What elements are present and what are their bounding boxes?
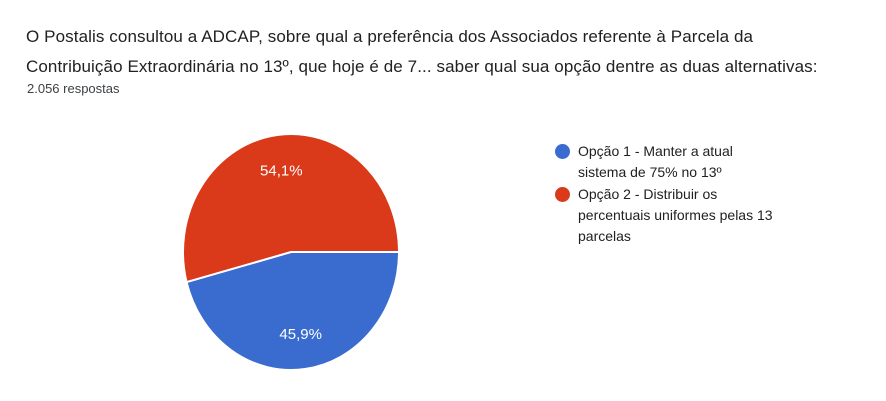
legend-swatch-opcao-2-icon [555,187,570,202]
question-title-line-1: O Postalis consultou a ADCAP, sobre qual… [26,27,754,46]
legend-label-line: Opção 1 - Manter a atual [578,143,733,159]
legend-item-opcao-2: Opção 2 - Distribuir os percentuais unif… [555,184,855,247]
legend-item-opcao-1: Opção 1 - Manter a atual sistema de 75% … [555,141,855,183]
legend-label-opcao-1: Opção 1 - Manter a atual sistema de 75% … [578,141,733,183]
question-title-line-2: Contribuição Extraordinária no 13º, que … [26,57,818,76]
pie-chart: 45,9% 54,1% [182,133,400,371]
legend-label-line: percentuais uniformes pelas 13 [578,207,773,223]
pie-slice-label-1: 45,9% [279,326,322,343]
pie-slice-1 [185,251,400,371]
legend-label-line: parcelas [578,228,631,244]
pie-slice-2 [182,133,400,284]
legend-label-line: Opção 2 - Distribuir os [578,186,718,202]
chart-legend: Opção 1 - Manter a atual sistema de 75% … [555,141,855,248]
legend-label-line: sistema de 75% no 13º [578,164,722,180]
legend-swatch-opcao-1-icon [555,144,570,159]
legend-label-opcao-2: Opção 2 - Distribuir os percentuais unif… [578,184,773,247]
pie-slice-label-2: 54,1% [260,162,303,179]
response-count: 2.056 respostas [27,81,120,96]
question-title: O Postalis consultou a ADCAP, sobre qual… [26,22,871,82]
